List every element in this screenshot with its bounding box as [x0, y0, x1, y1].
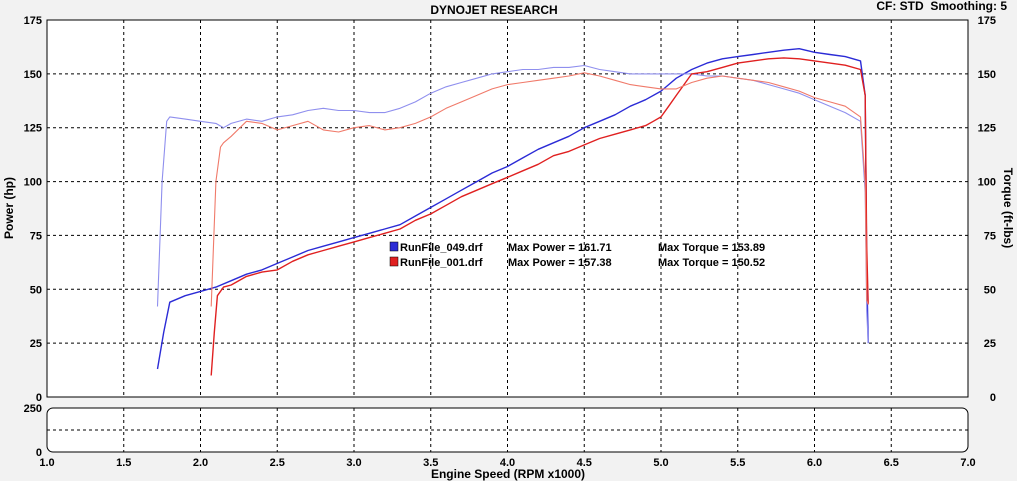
chart-title: DYNOJET RESEARCH: [430, 3, 557, 17]
y-axis-label-right: Torque (ft-lbs): [1001, 168, 1015, 248]
x-axis-label: Engine Speed (RPM x1000): [431, 467, 585, 481]
legend-maxtorque-run049: Max Torque = 153.89: [658, 242, 765, 254]
legend-maxpower-run049: Max Power = 161.71: [508, 242, 612, 254]
x-tick-label: 3.0: [346, 457, 361, 469]
y-tick-label-right: 25: [984, 338, 996, 350]
y-tick-label-left: 150: [24, 69, 42, 81]
x-tick-label: 7.0: [960, 457, 975, 469]
y-tick-label-right: 150: [978, 69, 996, 81]
x-tick-label: 2.0: [193, 457, 208, 469]
legend-file-run001: RunFile_001.drf: [400, 257, 483, 269]
y-tick-label-left: 25: [30, 338, 42, 350]
x-tick-label: 6.5: [884, 457, 899, 469]
y-tick-label-right: 100: [978, 177, 996, 189]
series-line-torque-runfile-001-drf: [210, 72, 869, 307]
x-tick-label: 1.0: [39, 457, 54, 469]
x-tick-label: 1.5: [116, 457, 131, 469]
legend-swatch-run001: [389, 256, 399, 267]
x-tick-label: 3.5: [423, 457, 438, 469]
y-tick-label-right: 125: [978, 123, 996, 135]
x-tick-label: 4.5: [577, 457, 592, 469]
y-tick-label-left: 100: [24, 177, 42, 189]
lower-y-tick-label: 0: [36, 447, 42, 459]
x-tick-label: 6.0: [807, 457, 822, 469]
legend: RunFile_049.drf Max Power = 161.71 Max T…: [389, 241, 765, 269]
series-line-power-runfile-001-drf: [210, 57, 869, 376]
legend-maxtorque-run001: Max Torque = 150.52: [658, 257, 765, 269]
y-tick-label-left: 75: [30, 230, 42, 242]
y-tick-label-left: 125: [24, 123, 42, 135]
main-grid: [47, 20, 968, 397]
x-tick-label: 5.5: [730, 457, 745, 469]
y-tick-label-right: 0: [990, 392, 996, 404]
x-tick-label: 2.5: [270, 457, 285, 469]
y-tick-label-left: 175: [24, 15, 42, 27]
y-tick-label-left: 0: [36, 392, 42, 404]
lower-grid: [47, 408, 968, 452]
x-tick-label: 4.0: [500, 457, 515, 469]
tick-labels: 1.0 1.5 2.0 2.5 3.0 3.5 4.0 4.5 5.0 5.5 6.0 6.5 7.0 0…: [24, 15, 996, 469]
y-tick-label-right: 175: [978, 15, 996, 27]
x-tick-label: 5.0: [653, 457, 668, 469]
legend-file-run049: RunFile_049.drf: [400, 242, 483, 254]
series-line-power-runfile-049-drf: [156, 48, 869, 370]
series-line-torque-runfile-049-drf: [156, 64, 869, 344]
y-tick-label-right: 75: [984, 230, 996, 242]
y-tick-label-right: 50: [984, 284, 996, 296]
settings-text: CF: STD Smoothing: 5: [876, 0, 1007, 13]
lower-y-tick-label: 250: [24, 403, 42, 415]
legend-maxpower-run001: Max Power = 157.38: [508, 257, 612, 269]
series-group: [156, 48, 869, 376]
y-tick-label-left: 50: [30, 284, 42, 296]
y-axis-label-left: Power (hp): [2, 177, 16, 239]
legend-swatch-run049: [389, 241, 399, 252]
